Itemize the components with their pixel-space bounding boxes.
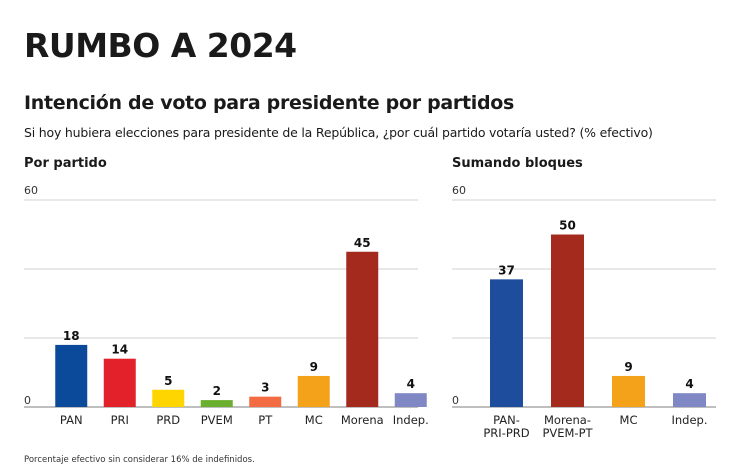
party-category-label-7: Indep. xyxy=(393,413,429,427)
party-value-label-3: 2 xyxy=(213,384,221,398)
page-title: RUMBO A 2024 xyxy=(24,26,297,65)
party-bar-6 xyxy=(346,251,379,407)
block-value-label-2: 9 xyxy=(624,360,632,374)
party-bar-3 xyxy=(200,400,233,407)
party-category-label-4: PT xyxy=(258,413,273,427)
block-bar-3 xyxy=(673,393,706,407)
block-category-label-3: Indep. xyxy=(671,413,707,427)
block-category-label-1-line-0: Morena- xyxy=(544,413,591,427)
party-bar-5 xyxy=(297,375,330,407)
block-bar-2 xyxy=(612,375,645,407)
block-category-label-2: MC xyxy=(620,413,638,427)
party-bar-2 xyxy=(152,389,185,407)
party-category-label-3: PVEM xyxy=(201,413,233,427)
party-value-label-5: 9 xyxy=(310,360,318,374)
party-value-label-6: 45 xyxy=(354,236,371,250)
party-category-label-1: PRI xyxy=(111,413,129,427)
party-ytick-bottom: 0 xyxy=(24,394,31,407)
chart-subtitle: Intención de voto para presidente por pa… xyxy=(24,92,515,114)
party-category-label-0: PAN xyxy=(60,413,83,427)
party-value-label-4: 3 xyxy=(261,381,269,395)
block-value-label-3: 4 xyxy=(685,377,693,391)
party-bar-4 xyxy=(249,396,282,407)
survey-question: Si hoy hubiera elecciones para president… xyxy=(24,125,653,140)
party-value-label-1: 14 xyxy=(111,343,128,357)
block-ytick-bottom: 0 xyxy=(452,394,459,407)
party-category-label-6: Morena xyxy=(341,413,384,427)
block-category-label-0-line-1: PRI-PRD xyxy=(483,426,529,440)
block-category-label-1-line-1: PVEM-PT xyxy=(542,426,593,440)
block-value-label-1: 50 xyxy=(559,219,576,233)
panel-title-by-party: Por partido xyxy=(24,156,107,171)
party-bar-7 xyxy=(394,393,427,407)
panel-title-blocks: Sumando bloques xyxy=(452,156,583,171)
party-value-label-0: 18 xyxy=(63,329,80,343)
block-ytick-top: 60 xyxy=(452,184,466,197)
party-bar-1 xyxy=(103,358,136,407)
block-category-label-0-line-0: PAN- xyxy=(493,413,520,427)
block-value-label-0: 37 xyxy=(498,263,515,277)
footnote: Porcentaje efectivo sin considerar 16% d… xyxy=(24,455,255,465)
party-value-label-7: 4 xyxy=(407,377,415,391)
block-bar-1 xyxy=(551,234,584,407)
party-category-label-5: MC xyxy=(305,413,323,427)
party-bar-0 xyxy=(55,344,88,407)
party-value-label-2: 5 xyxy=(164,374,172,388)
block-bar-0 xyxy=(490,279,523,407)
party-ytick-top: 60 xyxy=(24,184,38,197)
party-category-label-2: PRD xyxy=(156,413,180,427)
